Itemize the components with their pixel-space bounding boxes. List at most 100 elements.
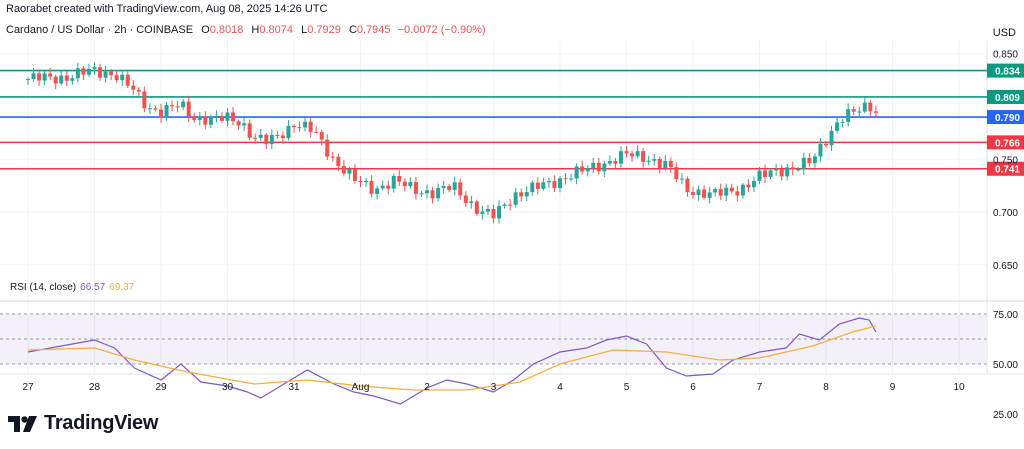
rsi-name[interactable]: RSI (14, close)	[10, 282, 77, 293]
candle-body	[181, 101, 186, 108]
candle-body	[790, 167, 795, 170]
x-tick-label: 9	[890, 382, 896, 393]
candle-body	[380, 185, 385, 189]
candle-body	[219, 115, 224, 121]
level-badge-label: 0.790	[995, 113, 1020, 124]
x-tick-label: 6	[690, 382, 696, 393]
candle-body	[674, 167, 679, 180]
candle-body	[430, 190, 435, 199]
candle-body	[768, 170, 773, 177]
candle-body	[508, 204, 513, 206]
x-tick-label: 30	[222, 382, 234, 393]
candle-body	[729, 187, 734, 192]
candle-body	[170, 105, 175, 107]
candle-body	[857, 111, 862, 113]
candle-body	[613, 161, 618, 164]
candle-body	[436, 188, 441, 199]
candle-body	[746, 184, 751, 188]
y-tick-label: 0.700	[993, 208, 1018, 219]
candle-body	[386, 185, 391, 189]
candle-body	[801, 157, 806, 170]
candle-body	[497, 205, 502, 219]
candle-body	[657, 159, 662, 168]
low-value: 0.7929	[307, 24, 341, 36]
candle-body	[391, 176, 396, 189]
level-badge	[987, 135, 1024, 150]
candle-body	[818, 143, 823, 157]
candle-body	[48, 73, 53, 77]
candle-body	[569, 178, 574, 180]
candle-body	[740, 184, 745, 196]
candle-body	[419, 193, 424, 195]
candle-body	[425, 190, 429, 194]
x-tick-label: Aug	[352, 382, 370, 393]
level-badge-label: 0.834	[995, 67, 1020, 78]
rsi-tick-label: 75.00	[993, 310, 1018, 321]
x-tick-label: 27	[22, 382, 34, 393]
candle-body	[707, 192, 712, 198]
candle-body	[280, 135, 285, 139]
candle-body	[120, 74, 125, 81]
x-tick-label: 10	[953, 382, 965, 393]
candle-body	[829, 130, 834, 146]
candle-body	[336, 156, 341, 166]
close-label: C	[348, 24, 357, 36]
candle-body	[691, 192, 695, 196]
candle-body	[53, 76, 58, 84]
candle-body	[602, 163, 607, 172]
symbol-name[interactable]: Cardano / US Dollar · 2h · COINBASE	[6, 24, 194, 36]
candle-body	[319, 131, 324, 140]
candle-body	[375, 188, 380, 194]
candle-body	[31, 73, 36, 80]
candle-body	[812, 156, 817, 164]
candle-body	[192, 116, 197, 120]
y-tick-label: 0.850	[993, 50, 1018, 61]
candle-body	[835, 122, 840, 131]
candle-body	[624, 151, 629, 154]
candle-body	[247, 123, 252, 138]
candle-body	[558, 178, 562, 189]
candle-body	[774, 169, 779, 171]
candle-body	[469, 201, 474, 204]
candle-body	[59, 75, 64, 84]
candle-body	[779, 169, 784, 177]
x-tick-label: 8	[823, 382, 829, 393]
x-tick-label: 3	[491, 382, 497, 393]
high-value: 0.8074	[259, 24, 294, 36]
currency-label[interactable]: USD	[992, 27, 1016, 39]
candle-body	[630, 153, 635, 157]
chart-credit: Raorabet created with TradingView.com, A…	[6, 3, 328, 15]
low-label: L	[301, 24, 308, 36]
price-change: −0.0072 (−0.90%)	[397, 24, 486, 36]
candle-body	[352, 169, 357, 181]
candle-body	[679, 178, 684, 180]
candle-body	[402, 181, 407, 187]
candle-body	[868, 102, 873, 112]
candle-body	[718, 189, 723, 196]
candle-body	[535, 182, 540, 189]
candle-body	[42, 73, 47, 81]
level-badge-label: 0.809	[995, 93, 1020, 104]
candle-body	[530, 182, 535, 193]
candle-body	[785, 167, 790, 177]
candle-body	[186, 101, 191, 117]
candle-body	[269, 134, 274, 145]
y-tick-label: 0.650	[993, 261, 1018, 272]
axis-labels: 27 28 29 30 31 Aug 2 3 4 5 6 7 8 9 10 0.850 0.750 0.700 0.…	[22, 50, 1018, 421]
candle-body	[103, 71, 108, 78]
high-label: H	[251, 24, 260, 36]
candles	[26, 62, 878, 224]
open-label: O	[201, 24, 210, 36]
rsi-tick-label: 50.00	[993, 360, 1018, 371]
candle-body	[862, 102, 867, 112]
candle-body	[646, 160, 651, 162]
price-grid	[0, 40, 987, 374]
candle-body	[369, 180, 374, 194]
candle-body	[524, 192, 529, 197]
candle-body	[397, 176, 402, 182]
candle-body	[275, 134, 280, 136]
candle-body	[713, 189, 718, 193]
candle-body	[236, 121, 241, 126]
candle-body	[447, 186, 452, 190]
